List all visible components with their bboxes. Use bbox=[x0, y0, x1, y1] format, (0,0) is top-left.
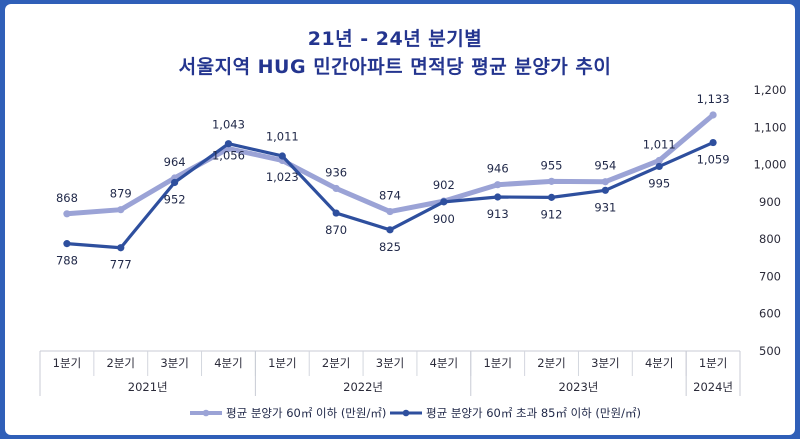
data-label: 912 bbox=[541, 207, 563, 221]
data-label: 1,011 bbox=[643, 137, 676, 151]
data-point bbox=[63, 210, 71, 218]
data-point bbox=[440, 198, 448, 206]
data-label: 913 bbox=[487, 207, 509, 221]
data-point bbox=[601, 178, 609, 186]
data-label: 955 bbox=[541, 158, 563, 172]
data-point bbox=[332, 209, 340, 217]
x-group-label: 2021년 bbox=[128, 380, 168, 394]
data-point bbox=[117, 244, 125, 252]
data-point bbox=[386, 226, 394, 234]
data-point bbox=[547, 193, 556, 201]
x-tick-label: 1분기 bbox=[483, 356, 511, 370]
legend-swatch-marker bbox=[402, 409, 410, 417]
data-label: 825 bbox=[379, 240, 401, 254]
chart-title-line2: 서울지역 HUG 민간아파트 면적당 평균 분양가 추이 bbox=[178, 56, 612, 78]
data-label: 936 bbox=[325, 165, 347, 179]
data-point bbox=[63, 240, 71, 248]
data-label: 964 bbox=[164, 155, 186, 169]
x-tick-label: 2분기 bbox=[107, 356, 135, 370]
data-point bbox=[171, 178, 179, 187]
data-label: 874 bbox=[379, 189, 401, 203]
data-point bbox=[278, 152, 286, 160]
x-tick-label: 1분기 bbox=[699, 356, 727, 370]
data-label: 902 bbox=[433, 178, 455, 192]
data-label: 1,043 bbox=[212, 118, 245, 132]
data-label: 788 bbox=[56, 254, 78, 268]
x-tick-label: 4분기 bbox=[430, 356, 458, 370]
data-label: 868 bbox=[56, 191, 78, 205]
x-tick-label: 1분기 bbox=[268, 356, 296, 370]
y-tick-label: 800 bbox=[759, 232, 781, 246]
data-point bbox=[547, 177, 556, 185]
data-label: 1,133 bbox=[697, 92, 730, 106]
legend-label: 평균 분양가 60㎡ 이하 (만원/㎡) bbox=[226, 406, 386, 420]
chart-title-line1: 21년 - 24년 분기별 bbox=[307, 28, 483, 50]
data-label: 952 bbox=[164, 192, 186, 206]
x-tick-label: 1분기 bbox=[53, 356, 81, 370]
data-label: 1,059 bbox=[697, 153, 730, 167]
data-label: 931 bbox=[594, 200, 616, 214]
y-tick-label: 700 bbox=[759, 269, 781, 283]
data-point bbox=[655, 162, 663, 171]
y-tick-label: 1,000 bbox=[754, 158, 787, 172]
y-tick-label: 1,200 bbox=[754, 83, 787, 97]
data-point bbox=[494, 181, 502, 189]
data-label: 900 bbox=[433, 212, 455, 226]
legend-swatch-marker bbox=[202, 409, 210, 417]
x-tick-label: 4분기 bbox=[214, 356, 242, 370]
y-tick-label: 900 bbox=[759, 195, 781, 209]
data-label: 995 bbox=[648, 176, 670, 190]
chart-frame bbox=[5, 4, 795, 435]
data-label: 946 bbox=[487, 162, 509, 176]
x-tick-label: 2분기 bbox=[322, 356, 350, 370]
x-tick-label: 4분기 bbox=[645, 356, 673, 370]
data-point bbox=[494, 193, 502, 201]
data-label: 777 bbox=[110, 258, 132, 272]
data-point bbox=[386, 207, 394, 216]
data-label: 1,056 bbox=[212, 149, 245, 163]
x-group-label: 2023년 bbox=[559, 380, 599, 394]
x-tick-label: 3분기 bbox=[591, 356, 619, 370]
data-label: 870 bbox=[325, 223, 347, 237]
x-group-label: 2022년 bbox=[343, 380, 383, 394]
y-tick-label: 1,100 bbox=[754, 120, 787, 134]
data-point bbox=[709, 111, 717, 119]
data-point bbox=[224, 140, 233, 148]
y-tick-label: 600 bbox=[759, 307, 781, 321]
y-tick-label: 500 bbox=[759, 344, 781, 358]
x-tick-label: 3분기 bbox=[160, 356, 188, 370]
data-point bbox=[709, 138, 717, 147]
data-point bbox=[655, 156, 663, 165]
legend-label: 평균 분양가 60㎡ 초과 85㎡ 이하 (만원/㎡) bbox=[426, 406, 641, 420]
data-label: 879 bbox=[110, 187, 132, 201]
data-point bbox=[332, 184, 340, 193]
x-tick-label: 2분기 bbox=[537, 356, 565, 370]
data-point bbox=[601, 186, 609, 194]
x-group-label: 2024년 bbox=[693, 380, 733, 394]
x-tick-label: 3분기 bbox=[376, 356, 404, 370]
data-label: 1,023 bbox=[266, 170, 299, 184]
data-label: 954 bbox=[594, 159, 616, 173]
data-point bbox=[117, 206, 125, 214]
data-label: 1,011 bbox=[266, 129, 299, 143]
